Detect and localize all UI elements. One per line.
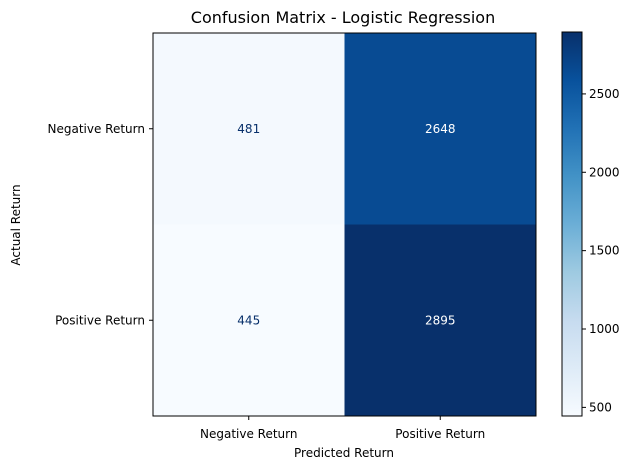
heatmap-cell: [153, 33, 345, 225]
colorbar-ticks: 500 1000 1500 2000 2500: [582, 87, 620, 414]
cell-value-labels: 481 2648 445 2895: [237, 122, 455, 328]
colorbar-tick-label: 2500: [589, 87, 620, 101]
y-axis-label: Actual Return: [9, 184, 23, 265]
heatmap-cells: [153, 33, 536, 416]
colorbar: [561, 31, 583, 417]
x-axis: Negative Return Positive Return: [200, 416, 485, 441]
heatmap-cell: [153, 224, 345, 416]
cell-value-label: 481: [237, 122, 260, 136]
y-tick-label: Negative Return: [48, 122, 146, 136]
cell-value-label: 2895: [425, 313, 456, 327]
colorbar-tick-label: 500: [589, 400, 612, 414]
cell-value-label: 2648: [425, 122, 456, 136]
y-tick-label: Positive Return: [55, 313, 145, 327]
heatmap-cell: [344, 224, 536, 416]
chart-title: Confusion Matrix - Logistic Regression: [191, 8, 495, 27]
heatmap-cell: [344, 33, 536, 225]
y-axis: Negative Return Positive Return: [48, 122, 153, 327]
colorbar-tick-label: 2000: [589, 165, 620, 179]
cell-value-label: 445: [237, 313, 260, 327]
colorbar-tick-label: 1000: [589, 322, 620, 336]
plot-frame: [152, 32, 537, 417]
x-axis-label: Predicted Return: [294, 446, 394, 460]
x-tick-label: Negative Return: [200, 427, 298, 441]
colorbar-tick-label: 1500: [589, 244, 620, 258]
x-tick-label: Positive Return: [395, 427, 485, 441]
